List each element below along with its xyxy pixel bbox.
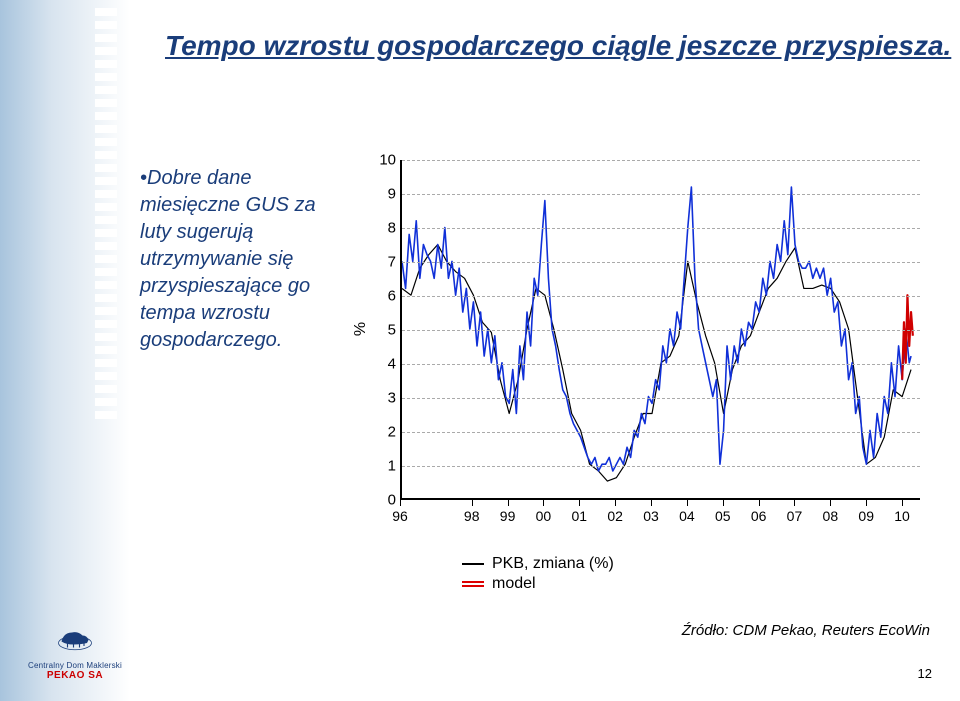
decorative-tick-column xyxy=(95,0,123,419)
x-tick-label: 99 xyxy=(500,508,516,524)
y-tick-label: 8 xyxy=(372,220,396,237)
legend-swatch-red xyxy=(462,581,484,587)
x-tick-label: 08 xyxy=(823,508,839,524)
y-tick-label: 4 xyxy=(372,356,396,373)
y-tick-label: 1 xyxy=(372,458,396,475)
x-tick-label: 02 xyxy=(607,508,623,524)
chart-series-line xyxy=(402,187,911,471)
x-tick-label: 10 xyxy=(894,508,910,524)
x-tick-label: 04 xyxy=(679,508,695,524)
chart-legend: PKB, zmiana (%) model xyxy=(462,555,614,595)
source-attribution: Źródło: CDM Pekao, Reuters EcoWin xyxy=(682,622,930,639)
x-tick-label: 07 xyxy=(787,508,803,524)
y-tick-label: 3 xyxy=(372,390,396,407)
y-tick-label: 6 xyxy=(372,288,396,305)
logo: Centralny Dom Maklerski PEKAO SA xyxy=(20,622,130,681)
y-tick-label: 0 xyxy=(372,492,396,509)
x-tick-label: 01 xyxy=(572,508,588,524)
legend-swatch-black xyxy=(462,563,484,565)
y-tick-label: 2 xyxy=(372,424,396,441)
y-tick-label: 5 xyxy=(372,322,396,339)
line-chart: % 01234567891096989900010203040506070809… xyxy=(360,150,930,580)
x-tick-label: 00 xyxy=(536,508,552,524)
y-tick-label: 7 xyxy=(372,254,396,271)
y-axis-label: % xyxy=(352,322,370,336)
legend-label: model xyxy=(492,575,536,593)
x-tick-label: 09 xyxy=(858,508,874,524)
slide-title: Tempo wzrostu gospodarczego ciągle jeszc… xyxy=(165,28,951,63)
legend-item: model xyxy=(462,575,614,593)
legend-label: PKB, zmiana (%) xyxy=(492,555,614,573)
x-tick-label: 05 xyxy=(715,508,731,524)
y-tick-label: 9 xyxy=(372,186,396,203)
x-tick-label: 06 xyxy=(751,508,767,524)
logo-text-line2: PEKAO SA xyxy=(20,670,130,681)
bison-icon xyxy=(51,622,99,652)
logo-text-line1: Centralny Dom Maklerski xyxy=(20,661,130,670)
page-number: 12 xyxy=(918,666,932,681)
x-tick-label: 03 xyxy=(643,508,659,524)
x-tick-label: 98 xyxy=(464,508,480,524)
chart-series-line xyxy=(402,245,911,482)
y-tick-label: 10 xyxy=(372,152,396,169)
x-tick-label: 96 xyxy=(392,508,408,524)
body-text: •Dobre dane miesięczne GUS za luty suger… xyxy=(140,165,340,354)
legend-item: PKB, zmiana (%) xyxy=(462,555,614,573)
